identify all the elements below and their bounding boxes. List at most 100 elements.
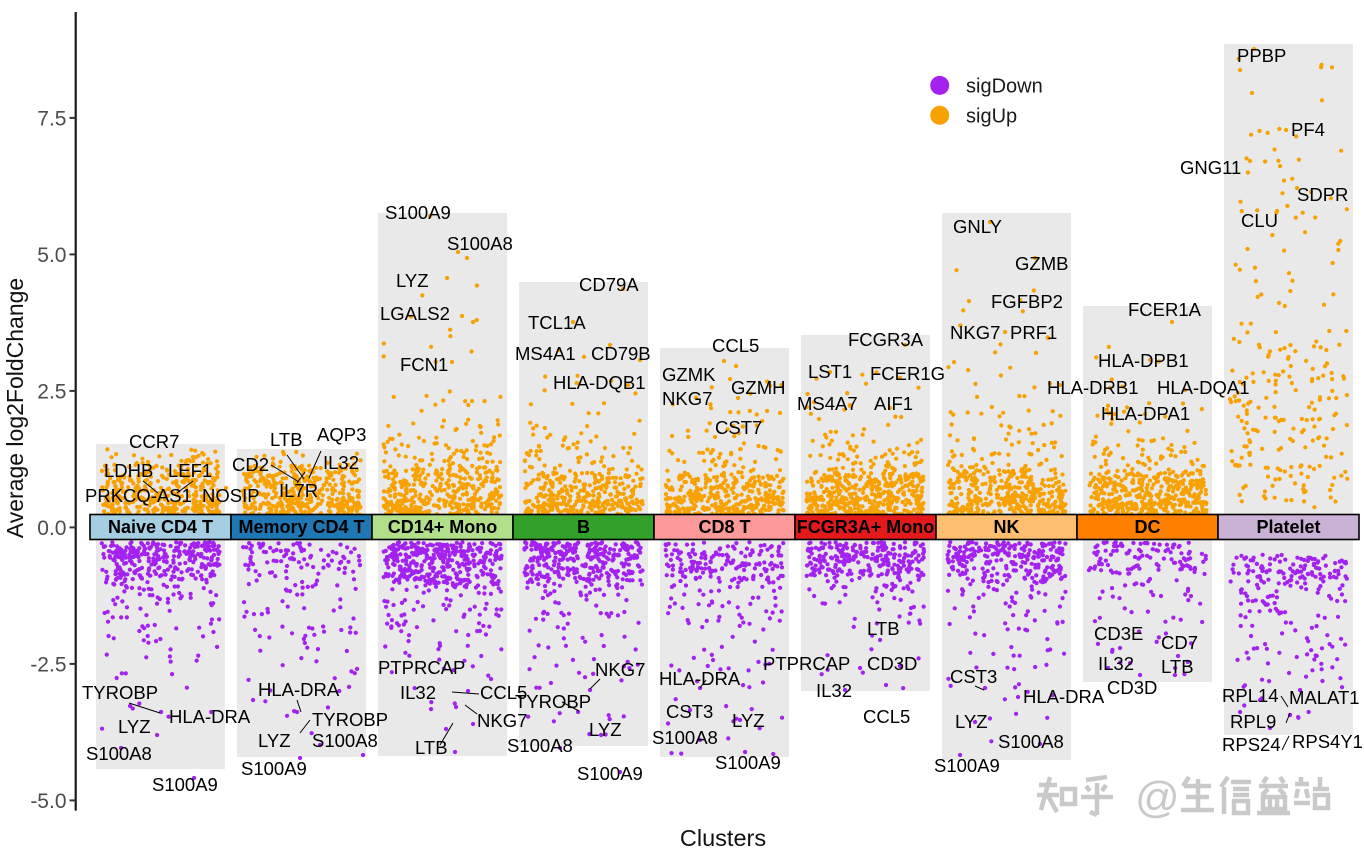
svg-text:TYROBP: TYROBP: [515, 691, 591, 712]
svg-text:MS4A7: MS4A7: [797, 393, 858, 414]
svg-text:CD7: CD7: [1161, 632, 1198, 653]
svg-text:CCL5: CCL5: [863, 706, 910, 727]
svg-text:NKG7: NKG7: [950, 322, 1000, 343]
svg-text:TYROBP: TYROBP: [312, 709, 388, 730]
svg-text:LTB: LTB: [415, 737, 448, 758]
svg-text:LYZ: LYZ: [396, 270, 429, 291]
svg-text:S100A9: S100A9: [385, 202, 451, 223]
svg-text:LYZ: LYZ: [258, 730, 291, 751]
svg-text:@: @: [1135, 773, 1180, 822]
svg-text:CST7: CST7: [715, 417, 762, 438]
svg-text:CST3: CST3: [950, 666, 997, 687]
svg-text:2.5: 2.5: [37, 380, 66, 403]
svg-text:S100A9: S100A9: [577, 763, 643, 784]
svg-text:CD3D: CD3D: [1107, 677, 1157, 698]
svg-text:FCN1: FCN1: [400, 354, 448, 375]
svg-text:S100A9: S100A9: [241, 758, 307, 779]
svg-text:LYZ: LYZ: [589, 719, 622, 740]
svg-text:LST1: LST1: [808, 361, 852, 382]
svg-text:IL32: IL32: [323, 452, 359, 473]
svg-text:NKG7: NKG7: [662, 388, 712, 409]
svg-text:S100A9: S100A9: [934, 755, 1000, 776]
svg-text:LYZ: LYZ: [955, 711, 988, 732]
svg-text:PPBP: PPBP: [1237, 45, 1286, 66]
svg-text:PTPRCAP: PTPRCAP: [378, 657, 465, 678]
svg-text:NKG7: NKG7: [477, 710, 527, 731]
svg-text:CD79B: CD79B: [591, 343, 651, 364]
svg-text:FGFBP2: FGFBP2: [991, 291, 1063, 312]
svg-text:S100A8: S100A8: [998, 731, 1064, 752]
svg-text:-5.0: -5.0: [30, 790, 66, 813]
svg-text:CLU: CLU: [1241, 210, 1278, 231]
svg-text:CD3E: CD3E: [1094, 623, 1143, 644]
svg-text:FCER1A: FCER1A: [1128, 299, 1202, 320]
svg-text:LTB: LTB: [270, 429, 303, 450]
svg-text:S100A8: S100A8: [86, 743, 152, 764]
svg-text:SDPR: SDPR: [1297, 184, 1348, 205]
svg-text:FCER1G: FCER1G: [870, 363, 945, 384]
svg-text:IL7R: IL7R: [279, 480, 318, 501]
svg-text:RPS4Y1: RPS4Y1: [1292, 731, 1363, 752]
svg-text:CD3D: CD3D: [867, 653, 917, 674]
svg-text:-2.5: -2.5: [30, 653, 66, 676]
svg-text:RPS24: RPS24: [1222, 734, 1281, 755]
svg-text:S100A8: S100A8: [447, 233, 513, 254]
svg-text:TYROBP: TYROBP: [82, 682, 158, 703]
svg-text:7.5: 7.5: [37, 107, 66, 130]
svg-text:HLA-DRA: HLA-DRA: [258, 679, 340, 700]
svg-text:FCGR3A+ Mono: FCGR3A+ Mono: [797, 517, 935, 537]
svg-text:Platelet: Platelet: [1256, 517, 1320, 537]
svg-text:LYZ: LYZ: [732, 710, 765, 731]
svg-text:S100A9: S100A9: [715, 752, 781, 773]
svg-text:MS4A1: MS4A1: [515, 343, 576, 364]
svg-text:GNLY: GNLY: [953, 216, 1002, 237]
svg-text:GZMK: GZMK: [662, 364, 716, 385]
svg-text:HLA-DQA1: HLA-DQA1: [1157, 377, 1250, 398]
svg-text:CCR7: CCR7: [129, 431, 179, 452]
svg-text:NKG7: NKG7: [595, 659, 645, 680]
svg-text:LTB: LTB: [1161, 656, 1194, 677]
svg-text:IL32: IL32: [1098, 653, 1134, 674]
svg-text:CD79A: CD79A: [579, 274, 639, 295]
svg-text:HLA-DRA: HLA-DRA: [1023, 686, 1105, 707]
svg-text:FCGR3A: FCGR3A: [848, 329, 924, 350]
svg-text:B: B: [577, 517, 590, 537]
svg-text:LTB: LTB: [867, 618, 900, 639]
svg-text:NOSIP: NOSIP: [202, 485, 260, 506]
svg-text:RPL14: RPL14: [1222, 685, 1279, 706]
svg-text:LGALS2: LGALS2: [380, 303, 450, 324]
svg-text:MALAT1: MALAT1: [1289, 687, 1360, 708]
svg-text:LYZ: LYZ: [118, 716, 151, 737]
svg-text:PRF1: PRF1: [1010, 322, 1057, 343]
svg-text:CD8 T: CD8 T: [698, 517, 750, 537]
svg-text:HLA-DRA: HLA-DRA: [169, 706, 251, 727]
svg-text:GNG11: GNG11: [1180, 157, 1241, 178]
svg-text:5.0: 5.0: [37, 244, 66, 267]
svg-text:HLA-DRA: HLA-DRA: [659, 668, 741, 689]
svg-text:HLA-DPA1: HLA-DPA1: [1101, 403, 1190, 424]
svg-text:Clusters: Clusters: [680, 825, 766, 850]
svg-text:NK: NK: [994, 517, 1020, 537]
svg-text:S100A9: S100A9: [152, 774, 218, 795]
svg-text:GZMH: GZMH: [731, 377, 785, 398]
svg-text:PF4: PF4: [1291, 119, 1325, 140]
svg-text:RPL9: RPL9: [1230, 711, 1276, 732]
svg-text:HLA-DPB1: HLA-DPB1: [1098, 350, 1188, 371]
svg-text:TCL1A: TCL1A: [528, 312, 586, 333]
svg-text:CCL5: CCL5: [480, 682, 527, 703]
svg-text:IL32: IL32: [816, 680, 852, 701]
svg-text:S100A8: S100A8: [312, 730, 378, 751]
svg-text:CCL5: CCL5: [712, 335, 759, 356]
svg-text:HLA-DRB1: HLA-DRB1: [1047, 377, 1139, 398]
svg-text:Average log2FoldChange: Average log2FoldChange: [2, 278, 28, 538]
svg-text:LDHB: LDHB: [104, 460, 153, 481]
svg-text:AQP3: AQP3: [317, 424, 366, 445]
svg-text:AIF1: AIF1: [874, 393, 913, 414]
svg-text:GZMB: GZMB: [1015, 253, 1068, 274]
svg-text:DC: DC: [1135, 517, 1161, 537]
svg-text:IL32: IL32: [400, 682, 436, 703]
svg-text:HLA-DQB1: HLA-DQB1: [553, 372, 646, 393]
svg-text:Memory CD4 T: Memory CD4 T: [238, 517, 364, 537]
svg-text:LEF1: LEF1: [168, 460, 212, 481]
svg-text:S100A8: S100A8: [507, 735, 573, 756]
